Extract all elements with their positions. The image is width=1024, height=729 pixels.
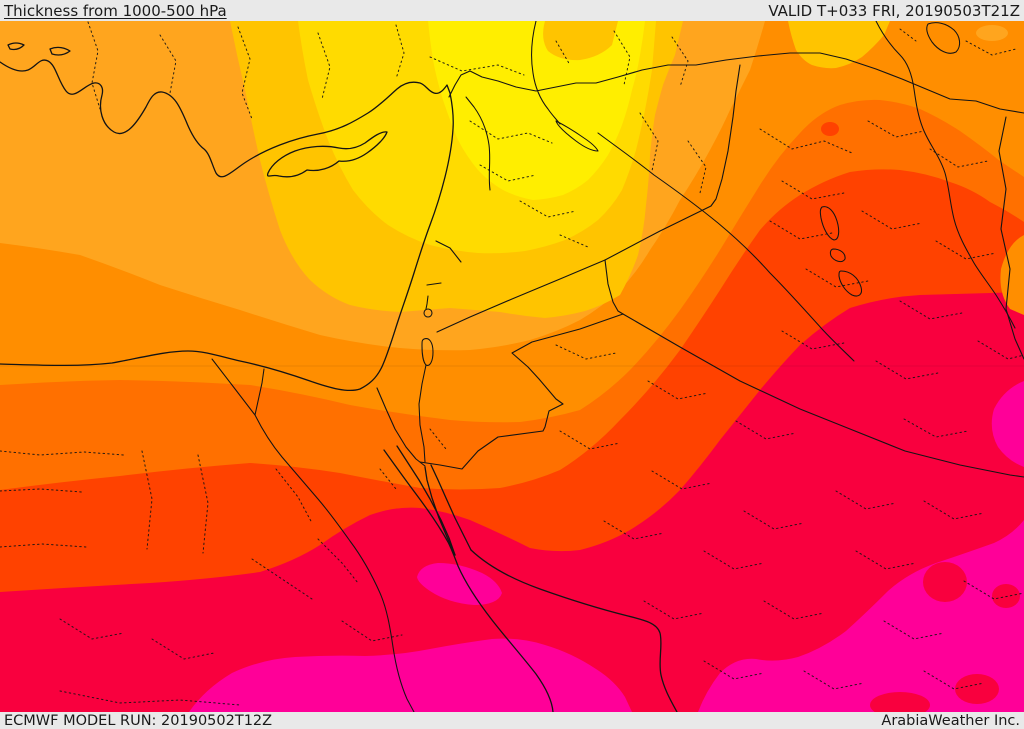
border-lebanon [426,240,462,286]
credit-label: ArabiaWeather Inc. [881,712,1020,729]
sea-of-galilee [423,308,433,318]
border-jordan-iraq [604,259,624,315]
admin-boundaries [0,21,1024,706]
border-syria-jordan [436,259,606,333]
lake-van [926,22,961,54]
lake-razzazah [838,270,862,297]
border-israel-egypt [376,387,426,467]
valid-time-label: VALID T+033 FRI, 20190503T21Z [768,1,1020,20]
model-run-label: ECMWF MODEL RUN: 20190502T12Z [4,712,273,729]
border-jordan-saudi [419,313,624,470]
page-title: Thickness from 1000-500 hPa [4,1,227,20]
coastlines [0,42,678,712]
nile-delta-branches [211,358,265,416]
header-bar: Thickness from 1000-500 hPa VALID T+033 … [0,0,1024,21]
jordan-river [418,295,429,463]
nile-river [254,414,415,712]
orontes-river [465,96,491,191]
tigris-river [875,21,1016,329]
weather-map [0,21,1024,712]
border-iraq-saudi [622,313,1024,478]
border-syria-iraq [604,64,741,261]
footer-bar: ECMWF MODEL RUN: 20190502T12Z ArabiaWeat… [0,712,1024,729]
lake-habbaniyah [829,248,846,263]
lake-assad [555,120,599,152]
thickness-band-M1-regions [189,381,1024,712]
lake-tharthar [819,206,840,241]
rivers [211,21,1016,712]
euphrates-upper [531,21,561,125]
border-iraq-iran [998,116,1024,360]
country-borders [376,52,1024,478]
euphrates-lower [597,132,855,362]
border-turkey-syria-iraq [448,52,1024,114]
thickness-band-Y1 [428,21,645,200]
